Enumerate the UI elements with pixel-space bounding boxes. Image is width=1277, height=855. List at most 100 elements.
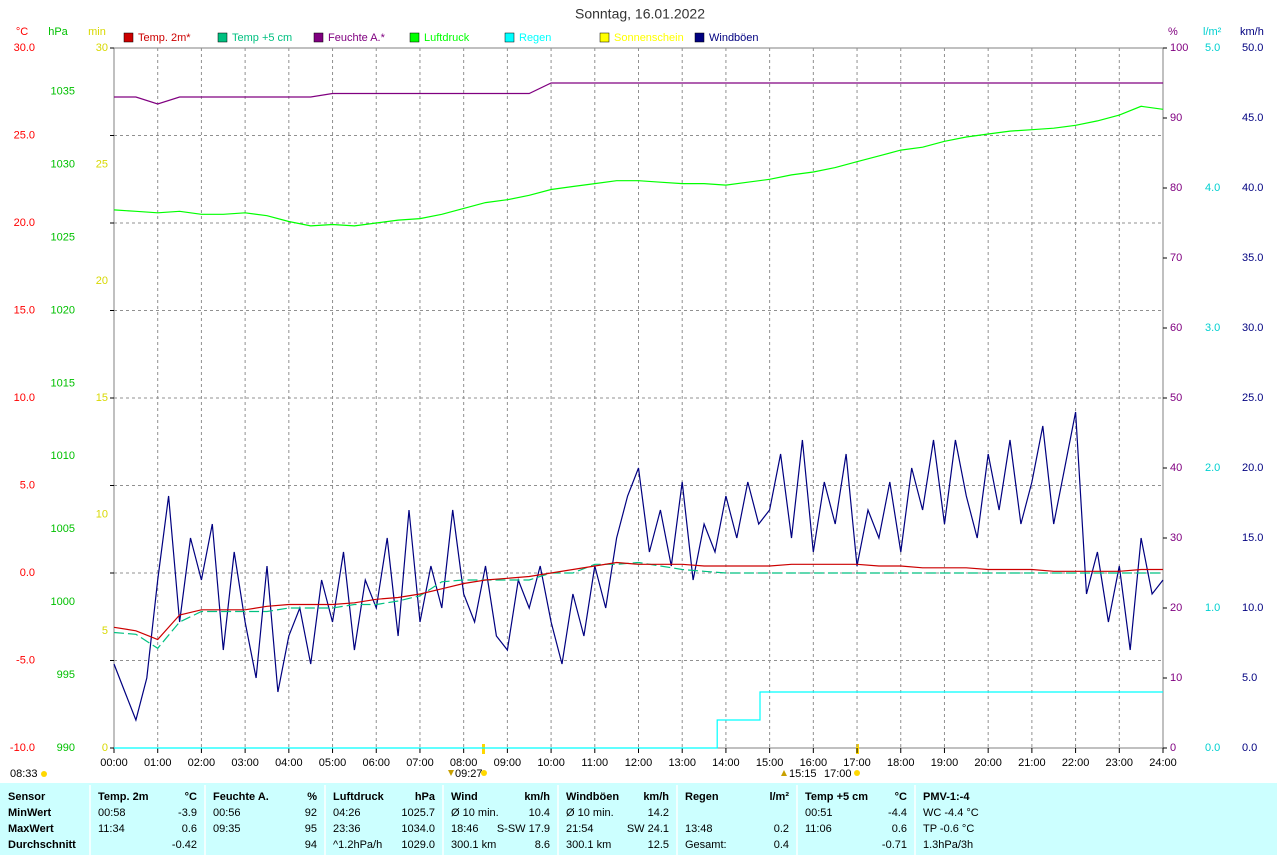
x-tick-label: 16:00	[800, 757, 828, 769]
legend-label: Luftdruck	[424, 32, 470, 44]
y-tick-label: 995	[57, 669, 75, 681]
table-cell: 0.6	[892, 823, 907, 835]
table-cell: 11:34	[98, 823, 125, 835]
x-tick-label: 19:00	[931, 757, 959, 769]
table-cell: Windböen	[566, 791, 619, 803]
legend-label: Feuchte A.*	[328, 32, 386, 44]
series-line	[113, 411, 1164, 722]
moon-marker	[781, 770, 787, 776]
table-cell: PMV-1:-4	[923, 791, 970, 803]
x-tick-label: 15:00	[756, 757, 784, 769]
y-tick-label: 100	[1170, 42, 1188, 54]
series-line	[113, 561, 1163, 641]
y-tick-label: 1000	[51, 596, 75, 608]
y-tick-label: 15.0	[1242, 532, 1263, 544]
x-tick-label: 11:00	[581, 757, 608, 769]
x-tick-label: 18:00	[887, 757, 915, 769]
x-tick-label: 14:00	[712, 757, 740, 769]
axis-unit: km/h	[1240, 26, 1264, 38]
annotation: 15:15	[789, 768, 817, 780]
legend-swatch	[123, 32, 134, 43]
y-tick-label: 20	[96, 275, 108, 287]
x-tick-label: 24:00	[1149, 757, 1177, 769]
table-cell: 12.5	[648, 839, 669, 851]
table-cell: Feuchte A.	[213, 791, 269, 803]
y-tick-label: 40	[1170, 462, 1182, 474]
table-cell: 10.4	[529, 807, 550, 819]
table-cell: 92	[305, 807, 317, 819]
table-cell: 18:46	[451, 823, 479, 835]
table-cell: 1034.0	[401, 823, 435, 835]
y-tick-label: 1025	[51, 231, 75, 243]
table-cell: 1.3hPa/3h	[923, 839, 973, 851]
table-cell: SW 24.1	[627, 823, 669, 835]
x-tick-label: 08:00	[450, 757, 478, 769]
table-cell: MaxWert	[8, 823, 54, 835]
table-cell: -4.4	[888, 807, 907, 819]
table-cell: Durchschnitt	[8, 839, 76, 851]
sun-icon	[41, 771, 47, 777]
axis-unit: %	[1168, 26, 1178, 38]
table-cell: Wind	[451, 791, 478, 803]
x-tick-label: 00:00	[100, 757, 128, 769]
table-background	[0, 783, 1277, 855]
y-tick-label: 40.0	[1242, 182, 1263, 194]
table-cell: 0.2	[774, 823, 789, 835]
table-cell: Temp +5 cm	[805, 791, 868, 803]
y-tick-label: 90	[1170, 112, 1182, 124]
table-cell: °C	[185, 791, 197, 803]
y-tick-label: 5.0	[1205, 42, 1220, 54]
table-cell: 13:48	[685, 823, 713, 835]
sunrise-marker	[482, 744, 485, 754]
table-cell: 0.6	[182, 823, 197, 835]
y-tick-label: 30.0	[1242, 322, 1263, 334]
y-tick-label: 5	[102, 625, 108, 637]
y-tick-label: 1005	[51, 523, 75, 535]
table-cell: MinWert	[8, 807, 52, 819]
table-cell: 09:35	[213, 823, 241, 835]
table-cell: l/m²	[769, 791, 789, 803]
y-tick-label: 0.0	[1242, 742, 1257, 754]
series-line	[114, 82, 1163, 105]
y-tick-label: 15.0	[14, 304, 35, 316]
table-cell: 00:58	[98, 807, 126, 819]
y-tick-label: -10.0	[10, 742, 35, 754]
y-tick-label: 10	[96, 509, 108, 521]
x-tick-label: 20:00	[974, 757, 1002, 769]
annotation: 17:00	[824, 768, 852, 780]
x-tick-label: 09:00	[494, 757, 522, 769]
y-tick-label: 990	[57, 742, 75, 754]
y-tick-label: 1010	[51, 450, 75, 462]
x-tick-label: 23:00	[1106, 757, 1134, 769]
y-tick-label: 0	[1170, 742, 1176, 754]
legend-label: Sonnenschein	[614, 32, 684, 44]
y-tick-label: 5.0	[20, 479, 35, 491]
series-line	[113, 105, 1164, 227]
y-tick-label: 25	[96, 159, 108, 171]
table-cell: TP -0.6 °C	[923, 823, 974, 835]
y-tick-label: 4.0	[1205, 182, 1220, 194]
x-tick-label: 05:00	[319, 757, 347, 769]
table-cell: 14.2	[648, 807, 669, 819]
y-tick-label: 25.0	[14, 129, 35, 141]
x-tick-label: 10:00	[537, 757, 565, 769]
y-tick-label: 1015	[51, 377, 75, 389]
axis-unit: hPa	[48, 26, 68, 38]
table-cell: 95	[305, 823, 317, 835]
axis-unit: min	[88, 26, 106, 38]
legend-label: Windböen	[709, 32, 759, 44]
table-cell: km/h	[643, 791, 669, 803]
series-line	[114, 691, 1163, 749]
y-tick-label: 1030	[51, 159, 75, 171]
y-tick-label: 0.0	[20, 567, 35, 579]
table-cell: Luftdruck	[333, 791, 385, 803]
table-cell: -3.9	[178, 807, 197, 819]
table-cell: hPa	[415, 791, 436, 803]
y-tick-label: 20	[1170, 602, 1182, 614]
y-tick-label: 50.0	[1242, 42, 1263, 54]
table-cell: Ø 10 min.	[566, 807, 614, 819]
x-tick-label: 21:00	[1018, 757, 1046, 769]
sun-icon	[854, 770, 860, 776]
